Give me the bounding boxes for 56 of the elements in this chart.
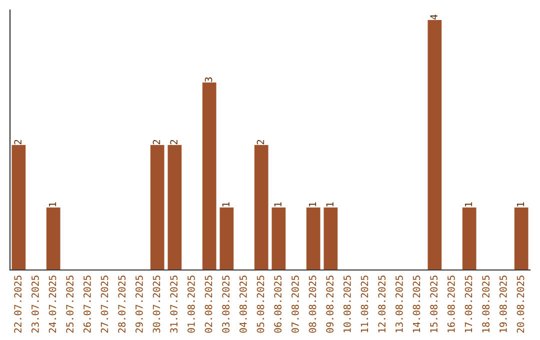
x-tick-label: 31.07.2025 — [170, 276, 178, 333]
x-tick-label: 30.07.2025 — [152, 276, 160, 333]
bar — [12, 145, 26, 270]
x-tick-label: 15.08.2025 — [430, 276, 438, 332]
x-tick-label: 24.07.2025 — [48, 276, 56, 333]
data-label: 1 — [326, 202, 334, 206]
x-tick-label: 01.08.2025 — [187, 276, 195, 333]
data-label: 1 — [48, 202, 56, 206]
x-tick-label: 07.08.2025 — [291, 276, 299, 333]
x-tick-label: 05.08.2025 — [256, 276, 264, 333]
x-tick-label: 16.08.2025 — [447, 276, 455, 332]
bar — [46, 208, 60, 270]
data-label: 1 — [464, 202, 472, 206]
data-label: 1 — [222, 202, 230, 206]
x-tick-label: 25.07.2025 — [66, 276, 74, 333]
x-tick-label: 11.08.2025 — [360, 276, 368, 332]
data-label: 1 — [516, 202, 524, 206]
x-tick-label: 22.07.2025 — [14, 276, 22, 333]
bar — [306, 208, 320, 270]
data-label: 1 — [308, 202, 316, 206]
bar — [220, 208, 234, 270]
x-tick-label: 26.07.2025 — [83, 276, 91, 333]
data-label: 2 — [14, 140, 22, 144]
bar — [272, 208, 286, 270]
x-tick-label: 28.07.2025 — [118, 276, 126, 333]
data-label: 2 — [256, 140, 264, 144]
data-label: 3 — [204, 77, 212, 82]
data-label: 2 — [170, 140, 178, 144]
x-tick-label: 14.08.2025 — [412, 276, 420, 332]
x-tick-label: 12.08.2025 — [378, 276, 386, 332]
x-tick-label: 13.08.2025 — [395, 276, 403, 332]
bar — [428, 20, 442, 270]
data-label: 1 — [274, 202, 282, 206]
x-tick-label: 29.07.2025 — [135, 276, 143, 333]
x-tick-label: 04.08.2025 — [239, 276, 247, 333]
bar — [168, 145, 182, 270]
x-tick-label: 27.07.2025 — [100, 276, 108, 333]
x-tick-label: 06.08.2025 — [274, 276, 282, 333]
x-tick-label: 08.08.2025 — [308, 276, 316, 333]
x-tick-label: 20.08.2025 — [516, 276, 524, 333]
x-tick-label: 03.08.2025 — [222, 276, 230, 333]
x-tick-label: 23.07.2025 — [31, 276, 39, 333]
data-label: 4 — [430, 14, 438, 20]
bar — [150, 145, 164, 270]
x-tick-label: 02.08.2025 — [204, 276, 212, 333]
bar — [514, 208, 528, 270]
bar — [254, 145, 268, 270]
x-tick-label: 18.08.2025 — [482, 276, 490, 332]
data-label: 2 — [152, 140, 160, 144]
bar — [462, 208, 476, 270]
bar — [324, 208, 338, 270]
x-tick-label: 10.08.2025 — [343, 276, 351, 332]
x-tick-label: 09.08.2025 — [326, 276, 334, 333]
bar — [202, 82, 216, 270]
x-tick-label: 19.08.2025 — [499, 276, 507, 332]
x-tick-label: 17.08.2025 — [464, 276, 472, 332]
